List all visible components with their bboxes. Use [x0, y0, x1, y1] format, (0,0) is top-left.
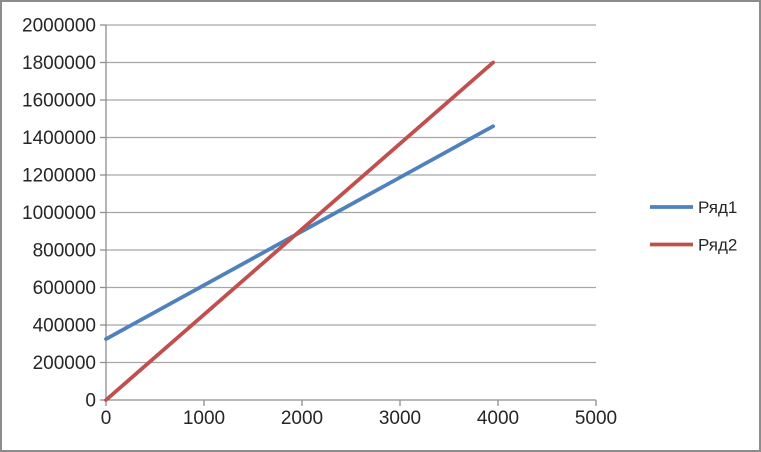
y-tick-label: 1800000	[22, 53, 96, 74]
legend-label-2: Ряд2	[698, 236, 737, 255]
y-tick-label: 1400000	[22, 128, 96, 149]
x-tick-label: 3000	[379, 408, 421, 429]
legend: Ряд1 Ряд2	[650, 198, 737, 255]
x-tick-label: 4000	[477, 408, 519, 429]
series-line-2	[104, 60, 496, 402]
y-tick-label: 400000	[33, 316, 96, 337]
y-tick-label: 800000	[33, 241, 96, 262]
plot-area: 0 200000 400000 600000 800000 1000000 1200000 1…	[22, 16, 617, 430]
y-tick-label: 1600000	[22, 91, 96, 112]
y-tick-label: 200000	[33, 353, 96, 374]
x-tick-label: 1000	[183, 408, 225, 429]
y-tick-label: 600000	[33, 278, 96, 299]
legend-label-1: Ряд1	[698, 198, 737, 217]
series-layer	[104, 60, 496, 402]
y-tick-label: 1000000	[22, 203, 96, 224]
y-tick-label: 0	[85, 391, 96, 412]
x-tick-label: 0	[101, 408, 112, 429]
x-tick-label: 2000	[281, 408, 323, 429]
y-tick-label: 1200000	[22, 166, 96, 187]
x-tick-label: 5000	[575, 408, 617, 429]
y-tick-label: 2000000	[22, 16, 96, 37]
